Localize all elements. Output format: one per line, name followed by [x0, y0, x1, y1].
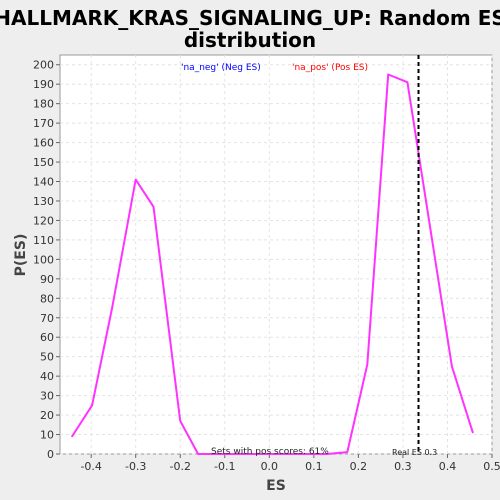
y-tick-label: 170 — [33, 117, 54, 130]
y-tick-label: 10 — [40, 429, 54, 442]
es-data-point — [326, 453, 329, 455]
x-tick-label: 0.4 — [439, 460, 457, 473]
es-data-point — [152, 206, 155, 208]
y-tick-label: 100 — [33, 253, 54, 266]
es-data-point — [91, 404, 93, 407]
es-data-point — [111, 307, 113, 309]
es-series-line — [71, 73, 474, 455]
x-tick-label: 0.3 — [394, 460, 412, 473]
y-tick-label: 60 — [40, 331, 54, 344]
chart-title-line2: distribution — [184, 28, 316, 52]
y-axis-ticks: 0 10 20 30 40 50 60 70 80 90 100 110 120 130 140 150 160… — [33, 59, 60, 461]
x-tick-label: 0.5 — [483, 460, 500, 473]
series-layer — [71, 73, 474, 455]
chart-title-line1: HALLMARK_KRAS_SIGNALING_UP: Random ES — [0, 6, 500, 30]
es-data-point — [366, 363, 369, 366]
y-tick-label: 0 — [47, 448, 54, 461]
legend-neg-es: 'na_neg' (Neg ES) — [181, 63, 261, 73]
y-tick-label: 190 — [33, 78, 54, 91]
es-data-point — [179, 420, 182, 422]
y-tick-label: 90 — [40, 273, 54, 286]
x-axis-ticks: -0.4 -0.3 -0.2 -0.1 0.0 0.1 0.2 0.3 0.4 0.5 — [80, 454, 500, 473]
y-tick-label: 130 — [33, 195, 54, 208]
es-data-point — [197, 453, 199, 455]
y-tick-label: 20 — [40, 409, 54, 422]
y-tick-label: 80 — [40, 292, 54, 305]
es-data-point — [346, 451, 349, 453]
y-tick-label: 50 — [40, 351, 54, 364]
es-data-point — [71, 435, 73, 438]
y-tick-label: 200 — [33, 59, 54, 72]
y-tick-label: 40 — [40, 370, 54, 383]
y-tick-label: 140 — [33, 176, 54, 189]
es-data-point — [472, 431, 474, 434]
y-tick-label: 110 — [33, 234, 54, 247]
x-tick-label: -0.1 — [214, 460, 235, 473]
y-tick-label: 30 — [40, 390, 54, 403]
x-tick-label: 0.0 — [261, 460, 279, 473]
x-tick-label: -0.2 — [170, 460, 191, 473]
x-tick-label: 0.2 — [350, 460, 368, 473]
y-tick-label: 150 — [33, 156, 54, 169]
y-axis-label: P(ES) — [13, 234, 29, 277]
grid-layer — [60, 55, 493, 455]
x-tick-label: -0.3 — [125, 460, 146, 473]
legend-pos-es: 'na_pos' (Pos ES) — [292, 63, 368, 73]
x-axis-label: ES — [266, 478, 286, 494]
es-data-point — [451, 365, 453, 368]
plot-area — [59, 54, 493, 455]
y-tick-label: 120 — [33, 214, 54, 227]
y-tick-label: 180 — [33, 98, 54, 111]
x-tick-label: -0.4 — [80, 460, 101, 473]
pos-scores-annotation: Sets with pos scores: 61% — [211, 447, 329, 457]
y-tick-label: 160 — [33, 137, 54, 150]
es-data-point — [406, 81, 409, 84]
real-es-label: Real ES 0.3 — [392, 448, 437, 457]
x-tick-label: 0.1 — [305, 460, 323, 473]
es-data-point — [134, 178, 137, 181]
es-data-point — [387, 73, 390, 76]
y-tick-label: 70 — [40, 312, 54, 325]
